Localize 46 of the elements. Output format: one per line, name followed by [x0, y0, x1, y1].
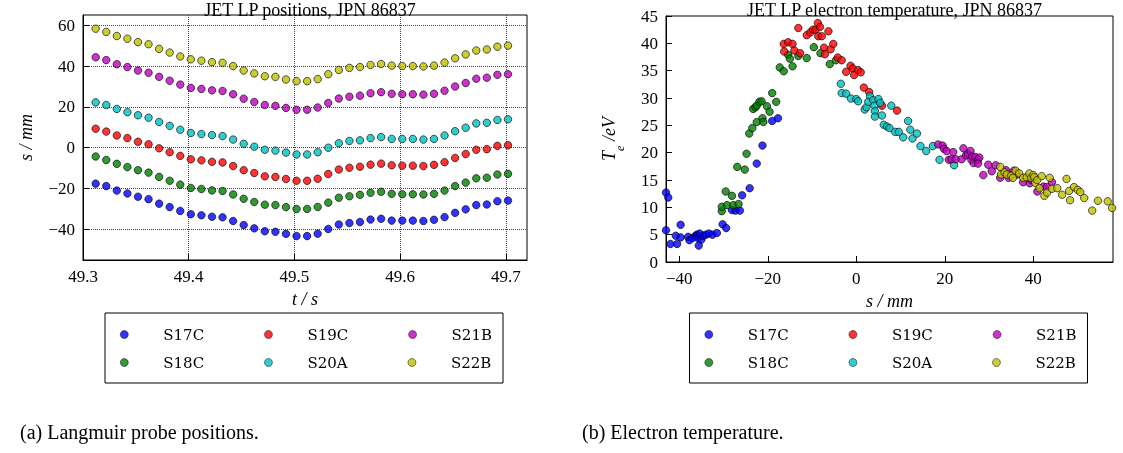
- y-tick-label: −40: [48, 219, 75, 239]
- y-tick-label: 60: [58, 15, 75, 35]
- x-tick-label: −40: [665, 269, 693, 288]
- y-tick-label: 15: [641, 170, 658, 190]
- y-tick-label: 20: [641, 143, 658, 163]
- chart-title: JET LP electron temperature, JPN 86837: [747, 0, 1042, 20]
- y-tick-label: 20: [58, 97, 75, 117]
- legend-label: S19C: [891, 325, 933, 344]
- y-tick-label: 40: [58, 56, 75, 76]
- x-tick-label: −20: [754, 269, 782, 288]
- x-tick-label: 49.5: [279, 267, 310, 286]
- y-tick-label: 35: [641, 61, 658, 81]
- y-tick-label: −20: [48, 179, 75, 199]
- y-tick-label: 0: [649, 252, 658, 272]
- y-tick-label: 40: [641, 33, 658, 53]
- legend-label: S22B: [450, 353, 492, 372]
- x-tick-label: 49.6: [385, 267, 416, 286]
- y-axis-title: Te /eV: [599, 115, 627, 161]
- legend-label: S20A: [891, 353, 933, 372]
- legend-label: S22B: [1035, 353, 1076, 372]
- x-tick-label: 20: [936, 269, 954, 288]
- legend-label: S21B: [1036, 325, 1077, 344]
- legend-label: S18C: [163, 353, 205, 372]
- y-tick-label: 0: [66, 138, 75, 158]
- legend-label: S17C: [163, 325, 205, 344]
- legend-label: S17C: [747, 325, 789, 344]
- chart-title: JET LP positions, JPN 86837: [204, 0, 416, 20]
- legend-label: S20A: [307, 353, 348, 372]
- y-axis-title: s / mm: [16, 113, 36, 162]
- x-axis-title: s / mm: [865, 291, 914, 311]
- legend-label: S19C: [307, 325, 349, 344]
- y-tick-label: 5: [649, 225, 658, 245]
- x-tick-label: 49.7: [490, 267, 522, 286]
- x-tick-label: 0: [852, 269, 861, 288]
- text: (b) Electron temperature.: [582, 421, 784, 444]
- legend-label: S18C: [747, 353, 789, 372]
- y-tick-label: 10: [641, 197, 658, 217]
- legend-label: S21B: [451, 325, 492, 344]
- text: (a) Langmuir probe positions.: [20, 421, 259, 444]
- y-tick-label: 45: [641, 6, 658, 26]
- x-tick-label: 49.4: [173, 267, 205, 286]
- y-tick-label: 25: [641, 115, 658, 135]
- y-tick-label: 30: [641, 88, 658, 108]
- x-tick-label: 49.3: [68, 267, 98, 286]
- x-tick-label: 40: [1024, 269, 1042, 288]
- x-axis-title: t / s: [291, 289, 319, 309]
